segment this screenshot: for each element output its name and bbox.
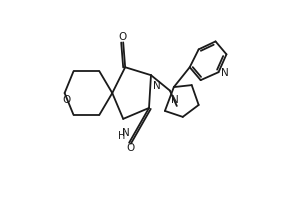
Text: N: N [153, 81, 160, 91]
Text: N: N [171, 95, 179, 105]
Text: N: N [220, 68, 228, 78]
Text: H: H [118, 131, 125, 141]
Text: O: O [62, 95, 71, 105]
Text: O: O [118, 32, 126, 42]
Text: N: N [122, 128, 130, 138]
Text: O: O [126, 143, 134, 153]
